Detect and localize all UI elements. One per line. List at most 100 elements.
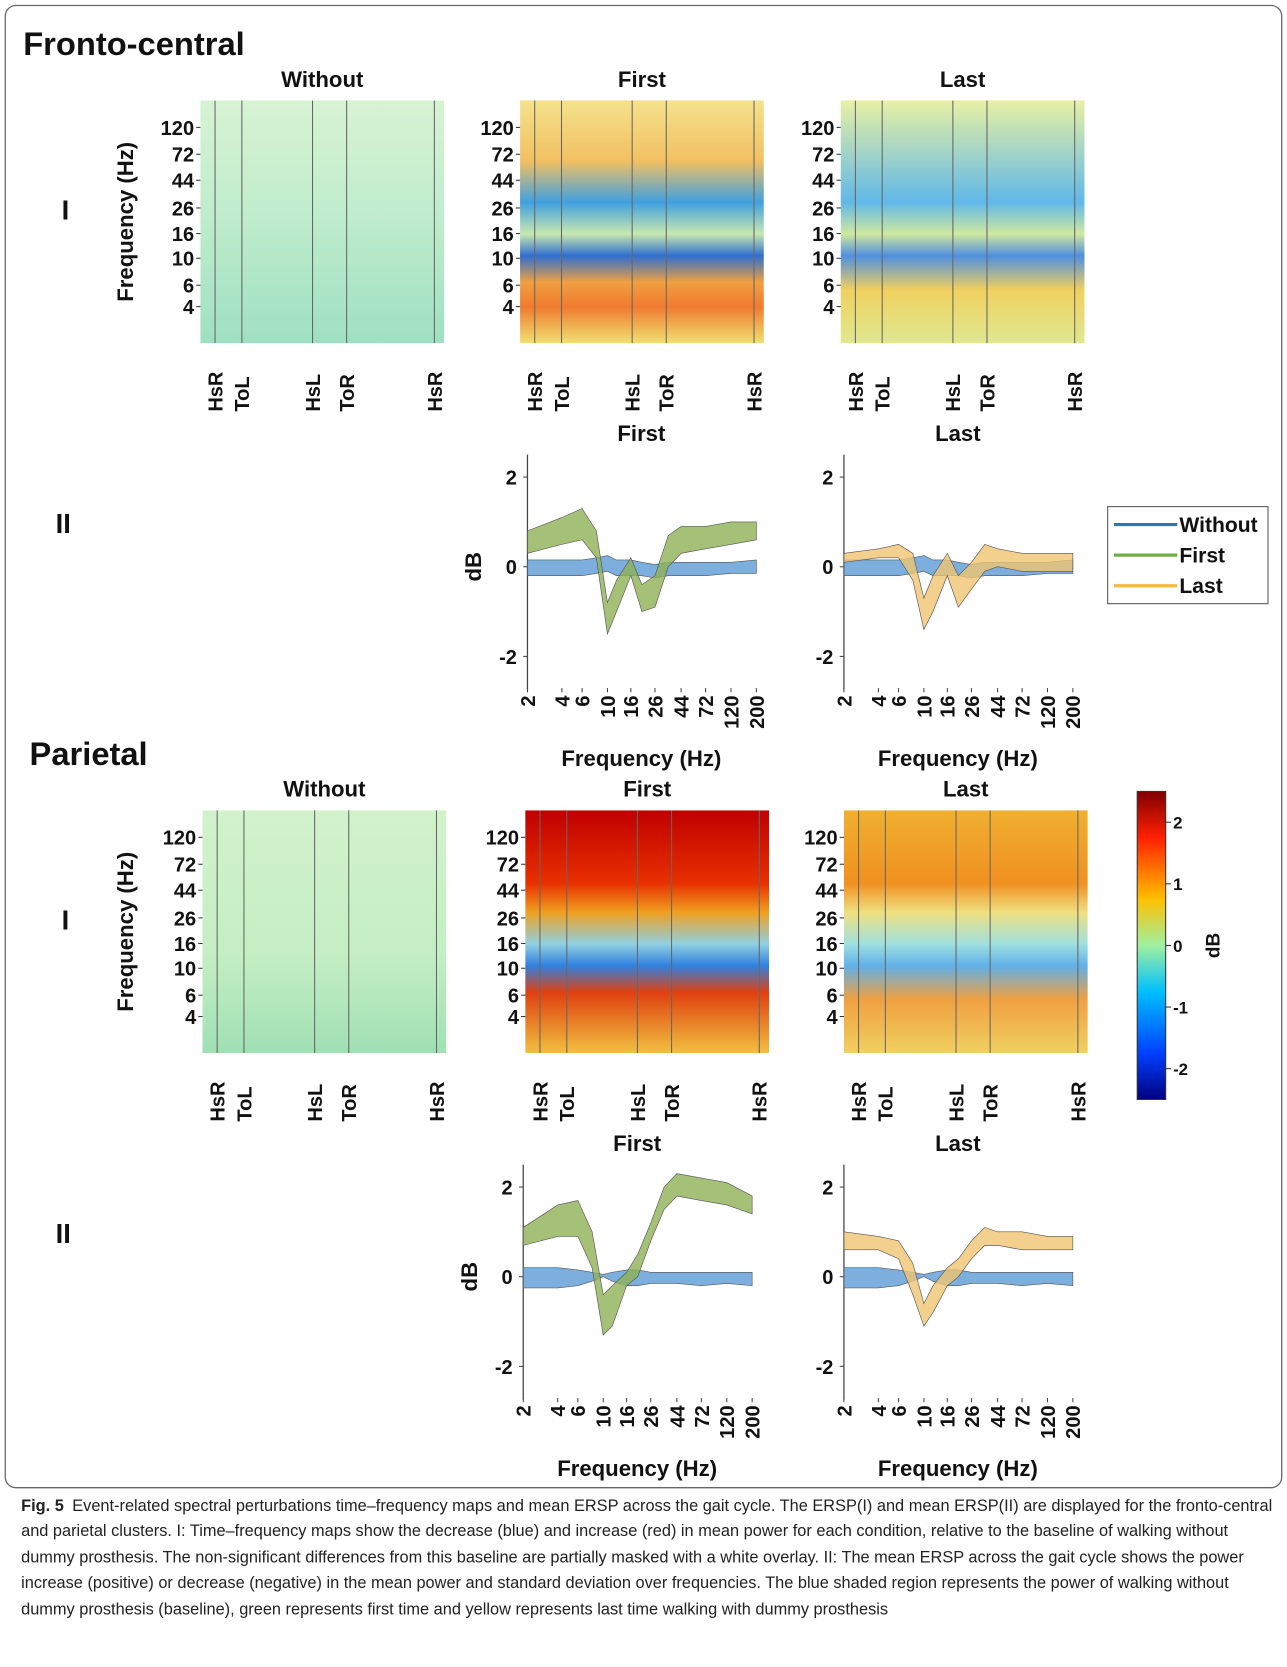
legend-label: Without — [1179, 514, 1257, 537]
x-tick-label: 2 — [518, 695, 540, 706]
event-label: ToR — [337, 374, 359, 412]
x-tick-label: 44 — [671, 695, 693, 718]
y-tick-label: 72 — [174, 855, 196, 877]
event-label: HsR — [425, 371, 447, 412]
y-tick-label: 120 — [804, 828, 837, 850]
y-tick-label: -2 — [816, 647, 834, 669]
y-tick-label: 10 — [815, 959, 837, 981]
ersp-band — [843, 1267, 1074, 1289]
y-tick-label: 10 — [172, 249, 194, 271]
event-label: ToL — [873, 376, 895, 411]
event-label: ToL — [552, 376, 574, 411]
y-tick-label: 2 — [506, 467, 517, 489]
y-tick-label: 6 — [826, 986, 837, 1008]
colorbar-tick-label: -1 — [1173, 998, 1188, 1017]
y-tick-label: 2 — [502, 1177, 513, 1199]
x-tick-label: 200 — [747, 695, 769, 728]
event-label: HsR — [1068, 1081, 1090, 1122]
event-label: ToR — [977, 374, 999, 412]
event-label: ToR — [657, 374, 679, 412]
y-tick-label: 120 — [801, 118, 834, 140]
colorbar-tick-label: 2 — [1173, 814, 1182, 833]
map-title: Without — [281, 67, 364, 92]
legend-label: Last — [1179, 575, 1222, 598]
y-tick-label: 26 — [812, 198, 834, 220]
map-title: First — [623, 777, 672, 802]
event-label: HsL — [946, 1084, 968, 1122]
y-tick-label: 2 — [822, 1177, 833, 1199]
y-tick-label: 120 — [480, 118, 513, 140]
event-label: HsR — [846, 371, 868, 412]
x-tick-label: 72 — [1012, 1405, 1034, 1427]
tf-map — [200, 100, 445, 344]
event-label: HsR — [427, 1081, 449, 1122]
y-tick-label: 6 — [185, 986, 196, 1008]
y-tick-label: 10 — [497, 959, 519, 981]
event-label: ToL — [557, 1086, 579, 1121]
event-label: HsR — [744, 371, 766, 412]
y-tick-label: 2 — [822, 467, 833, 489]
y-tick-label: 120 — [163, 828, 196, 850]
x-tick-label: 200 — [743, 1405, 765, 1438]
x-tick-label: 44 — [988, 695, 1010, 718]
y-tick-label: 16 — [174, 934, 196, 956]
x-axis-label: Frequency (Hz) — [878, 1456, 1038, 1481]
map-title: Last — [943, 777, 989, 802]
y-tick-label: 72 — [812, 145, 834, 167]
y-tick-label: 0 — [822, 1267, 833, 1289]
plot-title: Last — [935, 1131, 981, 1156]
y-tick-label: 44 — [812, 171, 835, 193]
row-label: I — [62, 905, 70, 936]
colorbar-tick-label: 0 — [1173, 937, 1182, 956]
event-label: HsL — [305, 1084, 327, 1122]
x-tick-label: 120 — [1038, 1405, 1060, 1438]
section-title: Parietal — [30, 735, 148, 772]
y-tick-label: 120 — [161, 118, 194, 140]
y-tick-label: 44 — [174, 881, 197, 903]
y-tick-label: 26 — [174, 908, 196, 930]
ersp-band — [843, 1227, 1074, 1327]
y-tick-label: 6 — [823, 276, 834, 298]
x-tick-label: 6 — [572, 695, 594, 706]
row-label: II — [56, 508, 71, 539]
x-tick-label: 200 — [1063, 1405, 1085, 1438]
plot-title: First — [613, 1131, 662, 1156]
caption-label: Fig. 5 — [21, 1497, 64, 1516]
plot-title: Last — [935, 421, 981, 446]
ersp-band — [527, 555, 757, 579]
y-tick-label: 16 — [172, 224, 194, 246]
event-label: ToR — [339, 1084, 361, 1122]
y-axis-label: dB — [461, 552, 486, 582]
x-axis-label: Frequency (Hz) — [557, 1456, 717, 1481]
caption-box: Fig. 5 Event-related spectral perturbatio… — [21, 1497, 1273, 1619]
y-tick-label: 26 — [497, 908, 519, 930]
x-tick-label: 16 — [938, 1405, 960, 1427]
y-tick-label: 72 — [497, 855, 519, 877]
event-label: HsR — [1065, 371, 1087, 412]
tf-map — [840, 100, 1085, 344]
x-tick-label: 26 — [962, 695, 984, 717]
x-tick-label: 44 — [667, 1405, 689, 1428]
row-label: I — [62, 195, 70, 226]
caption-text: Event-related spectral perturbations tim… — [21, 1497, 1273, 1619]
y-tick-label: 0 — [502, 1267, 513, 1289]
ersp-band — [522, 1173, 753, 1336]
y-tick-label: 26 — [491, 198, 513, 220]
event-label: ToL — [232, 376, 254, 411]
x-tick-label: 72 — [696, 695, 718, 717]
x-tick-label: 4 — [869, 1405, 891, 1417]
event-label: HsR — [530, 1081, 552, 1122]
y-tick-label: 4 — [508, 1007, 520, 1029]
x-tick-label: 10 — [914, 1405, 936, 1427]
event-label: HsR — [750, 1081, 772, 1122]
y-tick-label: 44 — [497, 881, 520, 903]
y-tick-label: 4 — [183, 297, 195, 319]
x-tick-label: 6 — [889, 695, 911, 706]
y-tick-label: 72 — [815, 855, 837, 877]
y-tick-label: 6 — [183, 276, 194, 298]
plot-title: First — [617, 421, 666, 446]
x-tick-label: 10 — [914, 695, 936, 717]
y-axis-label: Frequency (Hz) — [113, 852, 138, 1012]
x-tick-label: 4 — [548, 1405, 570, 1417]
event-label: ToL — [234, 1086, 256, 1121]
